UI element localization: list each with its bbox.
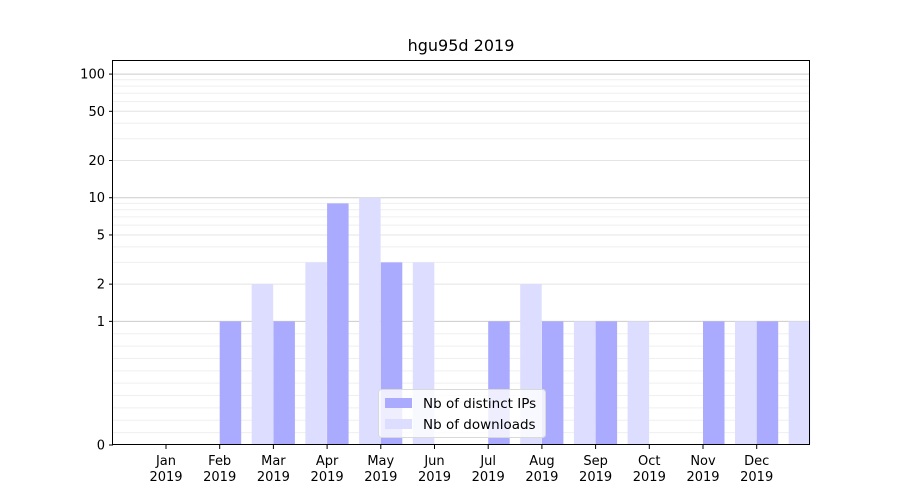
bar-distinct-ips: [327, 203, 349, 445]
x-tick-label: Mar 2019: [257, 454, 290, 485]
bar-downloads: [251, 284, 274, 445]
bar-distinct-ips: [219, 321, 242, 445]
x-tick-label: Nov 2019: [686, 454, 719, 485]
plot-frame: [112, 60, 810, 445]
x-tick-label: Oct 2019: [633, 454, 666, 485]
bar-downloads: [359, 197, 381, 445]
bar-downloads: [735, 321, 757, 445]
chart-title: hgu95d 2019: [408, 36, 515, 55]
y-tick-label: 0: [97, 439, 105, 454]
x-tick-label: Sep 2019: [579, 454, 612, 485]
bar-downloads: [788, 321, 811, 445]
y-tick-label: 1: [97, 315, 105, 330]
y-axis: 0 1 2 5 10 20 50 100: [80, 68, 113, 454]
legend-label: Nb of downloads: [423, 417, 536, 433]
bar-distinct-ips: [595, 321, 618, 445]
x-tick-label: Jan 2019: [149, 454, 182, 485]
legend: Nb of distinct IPs Nb of downloads: [378, 389, 546, 438]
bars: [219, 197, 811, 445]
bar-downloads: [573, 321, 596, 445]
y-tick-label: 100: [80, 68, 105, 83]
bar-distinct-ips: [756, 321, 779, 445]
y-tick-label: 2: [97, 278, 105, 293]
bar-distinct-ips: [541, 321, 564, 445]
x-tick-label: Feb 2019: [203, 454, 236, 485]
y-tick-label: 20: [88, 154, 105, 169]
legend-swatch: [385, 419, 412, 429]
x-tick-label: Dec 2019: [740, 454, 773, 485]
bar-distinct-ips: [703, 321, 725, 445]
x-tick-label: Jun 2019: [418, 454, 451, 485]
legend-box: [378, 389, 546, 438]
bar-distinct-ips: [273, 321, 295, 445]
x-tick-label: May 2019: [364, 454, 397, 485]
y-tick-label: 5: [97, 228, 105, 243]
bar-downloads: [627, 321, 650, 445]
y-tick-label: 10: [88, 191, 105, 206]
legend-label: Nb of distinct IPs: [423, 396, 536, 412]
x-axis: Jan 2019 Feb 2019 Mar 2019 Apr 2019 May 2019 Jun 20…: [149, 445, 773, 485]
x-tick-label: Jul 2019: [472, 454, 505, 485]
legend-swatch: [385, 398, 412, 408]
x-tick-label: Aug 2019: [525, 454, 558, 485]
y-tick-label: 50: [88, 105, 105, 120]
bar-downloads: [305, 262, 327, 445]
x-tick-label: Apr 2019: [311, 454, 344, 485]
